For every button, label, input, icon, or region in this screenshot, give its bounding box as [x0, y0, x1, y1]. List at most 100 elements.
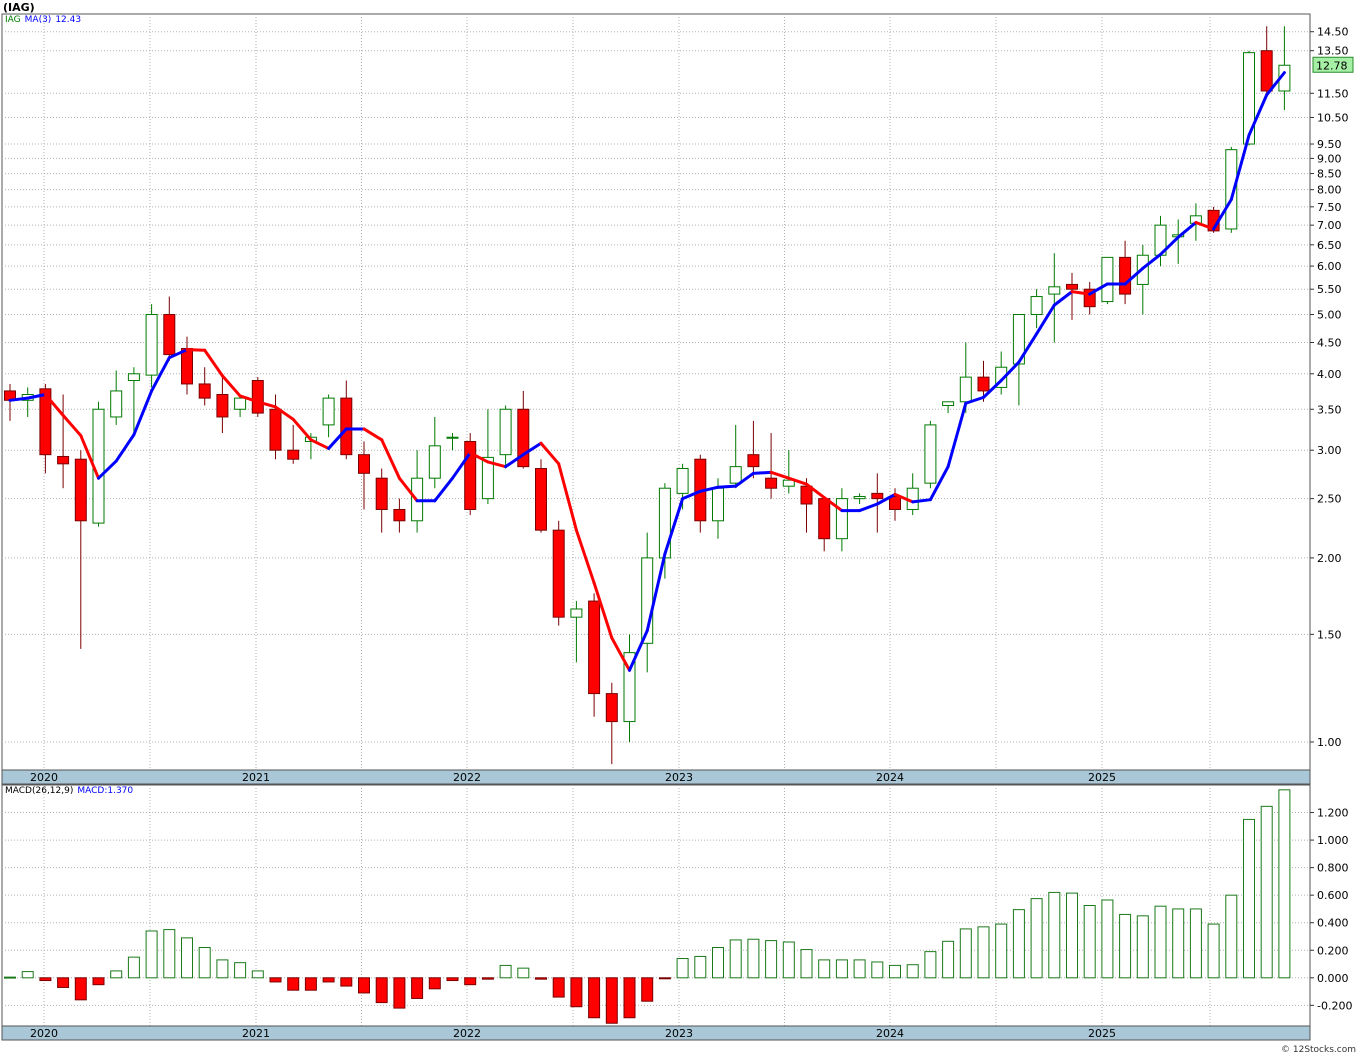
- macd-y-tick-label: 0.000: [1317, 972, 1349, 985]
- ma-line-segment: [167, 348, 189, 360]
- ma-line-segment: [1052, 290, 1074, 307]
- price-y-tick-label: 6.00: [1317, 260, 1342, 273]
- price-candle-body: [340, 397, 353, 456]
- macd-plot-area: [1, 784, 1311, 1027]
- macd-bar: [835, 959, 848, 979]
- ma-line-segment: [238, 394, 260, 404]
- ma-line-segment: [698, 485, 720, 493]
- macd-bar: [853, 959, 866, 979]
- price-candle-body: [782, 479, 795, 487]
- ma-line-segment: [592, 581, 614, 640]
- macd-bar: [1278, 789, 1291, 979]
- price-candle-body: [1101, 256, 1114, 303]
- price-y-tick-label: 5.00: [1317, 309, 1342, 322]
- macd-bar: [623, 977, 636, 1019]
- macd-bar: [889, 964, 901, 979]
- price-y-tick-label: 6.50: [1317, 239, 1342, 252]
- price-candle-body: [800, 485, 813, 505]
- macd-bar: [340, 977, 353, 987]
- macd-bar: [1260, 805, 1273, 979]
- copyright-notice: © 12Stocks.com: [1281, 1045, 1356, 1055]
- macd-legend: MACD(26,12,9) MACD:1.370: [5, 786, 137, 796]
- macd-panel: -0.200 0.000 0.200 0.400 0.600 0.800 1.000 1.20…: [1, 784, 1352, 1041]
- ma-line-segment: [751, 470, 773, 475]
- macd-bar: [499, 964, 512, 979]
- macd-bar: [304, 977, 317, 991]
- ma-line-segment: [964, 395, 985, 405]
- macd-bar: [74, 977, 87, 1001]
- price-y-tick-label: 13.50: [1317, 45, 1349, 58]
- macd-bar: [906, 964, 919, 979]
- ma-line-segment: [220, 374, 242, 398]
- price-y-tick-label: 2.50: [1317, 493, 1342, 506]
- ma-line-segment: [1247, 93, 1269, 137]
- macd-bar: [1101, 899, 1114, 979]
- price-candle-body: [1243, 52, 1255, 145]
- macd-date-axis: [1, 1025, 1311, 1041]
- price-candle-body: [1066, 283, 1078, 290]
- macd-bar: [251, 970, 264, 979]
- macd-bar: [358, 977, 370, 994]
- price-candle-body: [765, 477, 778, 489]
- price-candle-body: [74, 458, 87, 522]
- price-y-tick-label: 9.00: [1317, 152, 1342, 165]
- ma-line-segment: [309, 438, 331, 450]
- macd-bar: [570, 977, 583, 1008]
- price-candle-body: [446, 436, 459, 439]
- macd-bar: [658, 977, 671, 980]
- ma-line-segment: [893, 492, 915, 504]
- macd-bar: [269, 977, 282, 983]
- ma-line-segment: [787, 476, 808, 486]
- price-candle-body: [995, 366, 1008, 388]
- price-legend-ma-value: 12.43: [55, 15, 82, 25]
- macd-bar: [535, 977, 547, 980]
- price-candle-body: [1225, 149, 1238, 230]
- macd-bar: [234, 962, 247, 979]
- ma-line-segment: [185, 348, 207, 352]
- price-candle-body: [747, 454, 760, 468]
- price-candle-body: [1030, 296, 1043, 316]
- ma-line-segment: [663, 497, 685, 556]
- macd-bar: [21, 971, 34, 979]
- price-candle-body: [623, 652, 636, 723]
- price-candle-body: [234, 397, 247, 410]
- ma-line-segment: [504, 453, 525, 469]
- price-candle-body: [517, 408, 530, 468]
- macd-legend-label: MACD(26,12,9): [5, 786, 74, 796]
- macd-y-tick-label: 0.400: [1317, 917, 1349, 930]
- macd-bar: [782, 941, 795, 979]
- macd-bar: [1119, 913, 1132, 979]
- ma-line-segment: [203, 348, 224, 378]
- ma-line-segment: [574, 528, 596, 585]
- ma-line-segment: [150, 356, 171, 393]
- macd-x-tick-label: 2024: [876, 1027, 904, 1040]
- macd-bar: [57, 977, 70, 988]
- price-candle-body: [375, 477, 388, 510]
- price-candle-body: [39, 388, 52, 456]
- price-legend: IAG MA(3) 12.43: [5, 15, 85, 25]
- price-y-tick-label: 1.00: [1317, 736, 1342, 749]
- price-x-tick-label: 2022: [453, 771, 481, 784]
- macd-x-tick-label: 2023: [665, 1027, 693, 1040]
- macd-y-tick-label: 0.600: [1317, 889, 1349, 902]
- price-x-tick-label: 2024: [876, 771, 904, 784]
- ma-line-segment: [8, 396, 30, 402]
- price-candle-body: [658, 487, 671, 559]
- ma-line-segment: [61, 413, 83, 438]
- ma-line-segment: [256, 400, 277, 409]
- price-y-tick-label: 3.50: [1317, 403, 1342, 416]
- price-candle-body: [924, 424, 937, 484]
- macd-bar: [322, 977, 335, 983]
- macd-bar: [1225, 894, 1238, 979]
- ma-line-segment: [291, 417, 313, 442]
- ma-line-segment: [26, 392, 47, 400]
- macd-y-tick-label: 0.200: [1317, 944, 1349, 957]
- price-x-tick-label: 2020: [30, 771, 58, 784]
- macd-bar: [181, 937, 193, 979]
- price-y-tick-label: 10.50: [1317, 111, 1349, 124]
- ma-line-segment: [1123, 266, 1145, 286]
- macd-y-tick-label: 1.000: [1317, 834, 1349, 847]
- price-candle-body: [181, 347, 193, 385]
- macd-bar: [127, 956, 140, 979]
